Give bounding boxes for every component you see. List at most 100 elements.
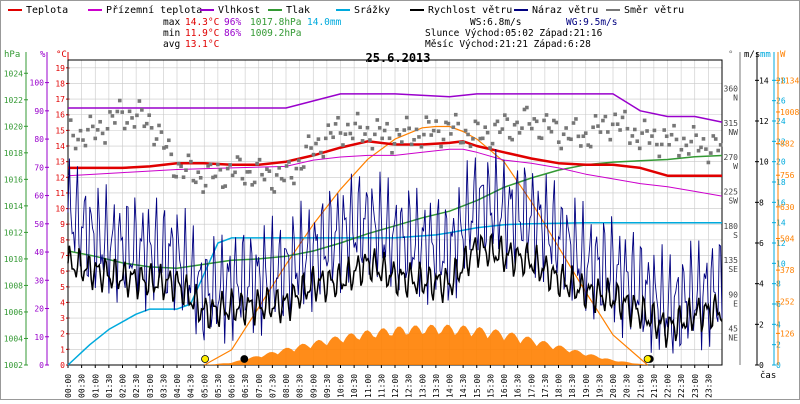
wind-direction-point [365, 125, 370, 130]
degc-axis-tick-label: 11 [55, 189, 65, 198]
wind-direction-point [659, 142, 664, 147]
wind-direction-point [282, 178, 286, 183]
degc-axis-tick-label: 15 [55, 126, 65, 135]
wind-direction-point [507, 135, 512, 140]
wind-direction-point [711, 134, 716, 138]
wind-direction-point [566, 136, 571, 141]
wind-direction-point [478, 136, 483, 141]
mm-axis-tick-label: 14 [776, 219, 786, 228]
time-tick-label: 17:30 [541, 374, 550, 398]
time-tick-label: 12:30 [405, 374, 414, 398]
dir-compass-label: S [733, 231, 738, 240]
degc-axis-tick-label: 5 [60, 283, 65, 292]
chart-title: 25.6.2013 [365, 51, 430, 65]
ms-axis-label: m/s [744, 50, 760, 60]
wind-direction-point [279, 176, 284, 181]
time-tick-label: 03:00 [146, 374, 155, 398]
wind-direction-point [235, 155, 240, 159]
pct-axis-tick-label: 80 [34, 135, 44, 144]
wind-direction-point [596, 124, 600, 128]
wind-direction-point [483, 125, 487, 130]
wind-direction-point [691, 125, 696, 129]
time-tick-label: 20:30 [623, 374, 632, 398]
wind-direction-point [198, 175, 203, 180]
wind-direction-point [86, 127, 90, 132]
wind-direction-point [490, 141, 495, 146]
wind-direction-point [105, 126, 110, 131]
wind-direction-point [637, 146, 642, 151]
mm-axis-tick-label: 16 [776, 198, 786, 207]
mm-axis-tick-label: 26 [776, 97, 786, 106]
pct-axis-tick-label: 90 [34, 107, 44, 116]
time-tick-label: 02:30 [132, 374, 141, 398]
pct-axis-tick-label: 0 [39, 361, 44, 370]
wind-direction-point [522, 107, 527, 112]
wind-direction-point [309, 146, 313, 150]
pct-axis-tick-label: 60 [34, 192, 44, 201]
wind-direction-point [321, 154, 326, 159]
wind-direction-point [549, 129, 554, 134]
wind-direction-point [412, 137, 416, 142]
wind-direction-point [603, 114, 608, 119]
legend-label: Teplota [26, 5, 68, 16]
wind-direction-point [125, 121, 129, 125]
wind-direction-point [593, 114, 598, 118]
hpa-axis-tick-label: 1022 [4, 96, 23, 105]
hpa-axis-tick-label: 1006 [4, 308, 23, 317]
hpa-axis-tick-label: 1004 [4, 334, 23, 343]
wind-direction-point [576, 134, 581, 139]
time-tick-label: 04:00 [173, 374, 182, 398]
wind-direction-point [319, 150, 323, 155]
wind-direction-point [95, 128, 100, 132]
ms-axis-tick-label: 12 [759, 117, 769, 126]
wind-direction-point [583, 131, 588, 135]
wind-direction-point [68, 118, 73, 122]
mm-axis-tick-label: 28 [776, 76, 786, 85]
w-axis-tick-label: 126 [780, 329, 795, 338]
wind-direction-point [137, 99, 142, 103]
wind-direction-point [368, 138, 372, 142]
wind-direction-point [529, 126, 534, 131]
wind-direction-point [117, 98, 122, 103]
wind-direction-point [130, 116, 134, 120]
wind-direction-point [73, 146, 78, 151]
dir-compass-label: N [733, 94, 738, 103]
wind-direction-point [633, 127, 637, 132]
hpa-axis-tick-label: 1008 [4, 281, 23, 290]
wind-direction-point [240, 176, 245, 181]
time-tick-label: 18:00 [555, 374, 564, 398]
wind-direction-point [422, 132, 426, 137]
wind-direction-point [390, 150, 394, 155]
wind-direction-point [186, 153, 191, 158]
series-pressure-line [67, 154, 723, 269]
ms-axis-tick-label: 6 [759, 239, 764, 248]
dir-tick-label: 225 [724, 187, 739, 196]
degc-axis-label: °C [56, 50, 67, 60]
wind-direction-point [171, 174, 176, 178]
sunset-marker [643, 355, 652, 363]
wind-direction-point [429, 133, 434, 137]
wind-direction-point [316, 137, 321, 141]
wind-direction-point [201, 190, 205, 194]
mm-axis-tick-label: 18 [776, 178, 786, 187]
time-tick-label: 05:30 [214, 374, 223, 398]
time-tick-label: 20:00 [609, 374, 618, 398]
wind-direction-point [547, 126, 551, 130]
wind-direction-point [439, 144, 443, 149]
wind-direction-point [419, 144, 424, 149]
wind-direction-point [333, 122, 338, 126]
wind-direction-point [453, 112, 458, 117]
dir-compass-label: SE [728, 265, 738, 274]
w-axis-tick-label: 378 [780, 266, 795, 275]
wind-direction-point [363, 132, 367, 136]
legend-label: Směr větru [624, 4, 684, 16]
time-tick-label: 09:00 [309, 374, 318, 398]
wind-direction-point [618, 128, 622, 132]
wind-direction-point [473, 119, 478, 124]
time-tick-label: 11:00 [364, 374, 373, 398]
time-tick-label: 16:30 [514, 374, 523, 398]
ms-axis-tick-label: 10 [759, 158, 769, 167]
wind-direction-point [238, 157, 242, 162]
stat-min-hum: 86% [224, 28, 241, 39]
mm-axis-tick-label: 12 [776, 239, 786, 248]
